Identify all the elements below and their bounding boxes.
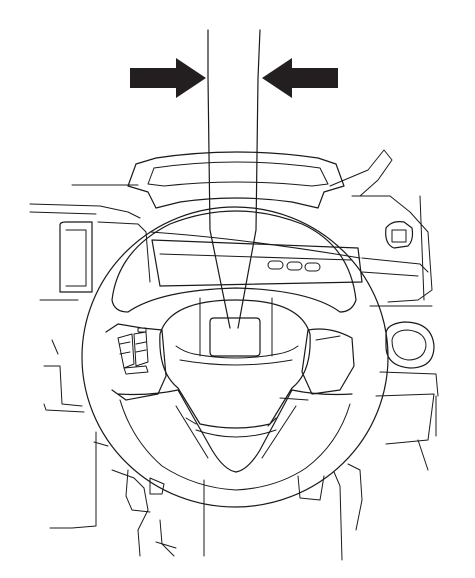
arrow-right-icon bbox=[130, 58, 206, 98]
arrow-left-icon bbox=[262, 58, 338, 98]
steering-column bbox=[111, 463, 363, 561]
steering-wheel bbox=[81, 206, 389, 508]
instrument-cluster-hood bbox=[127, 151, 345, 209]
center-alignment-lines bbox=[207, 29, 261, 329]
dashboard bbox=[29, 149, 439, 529]
